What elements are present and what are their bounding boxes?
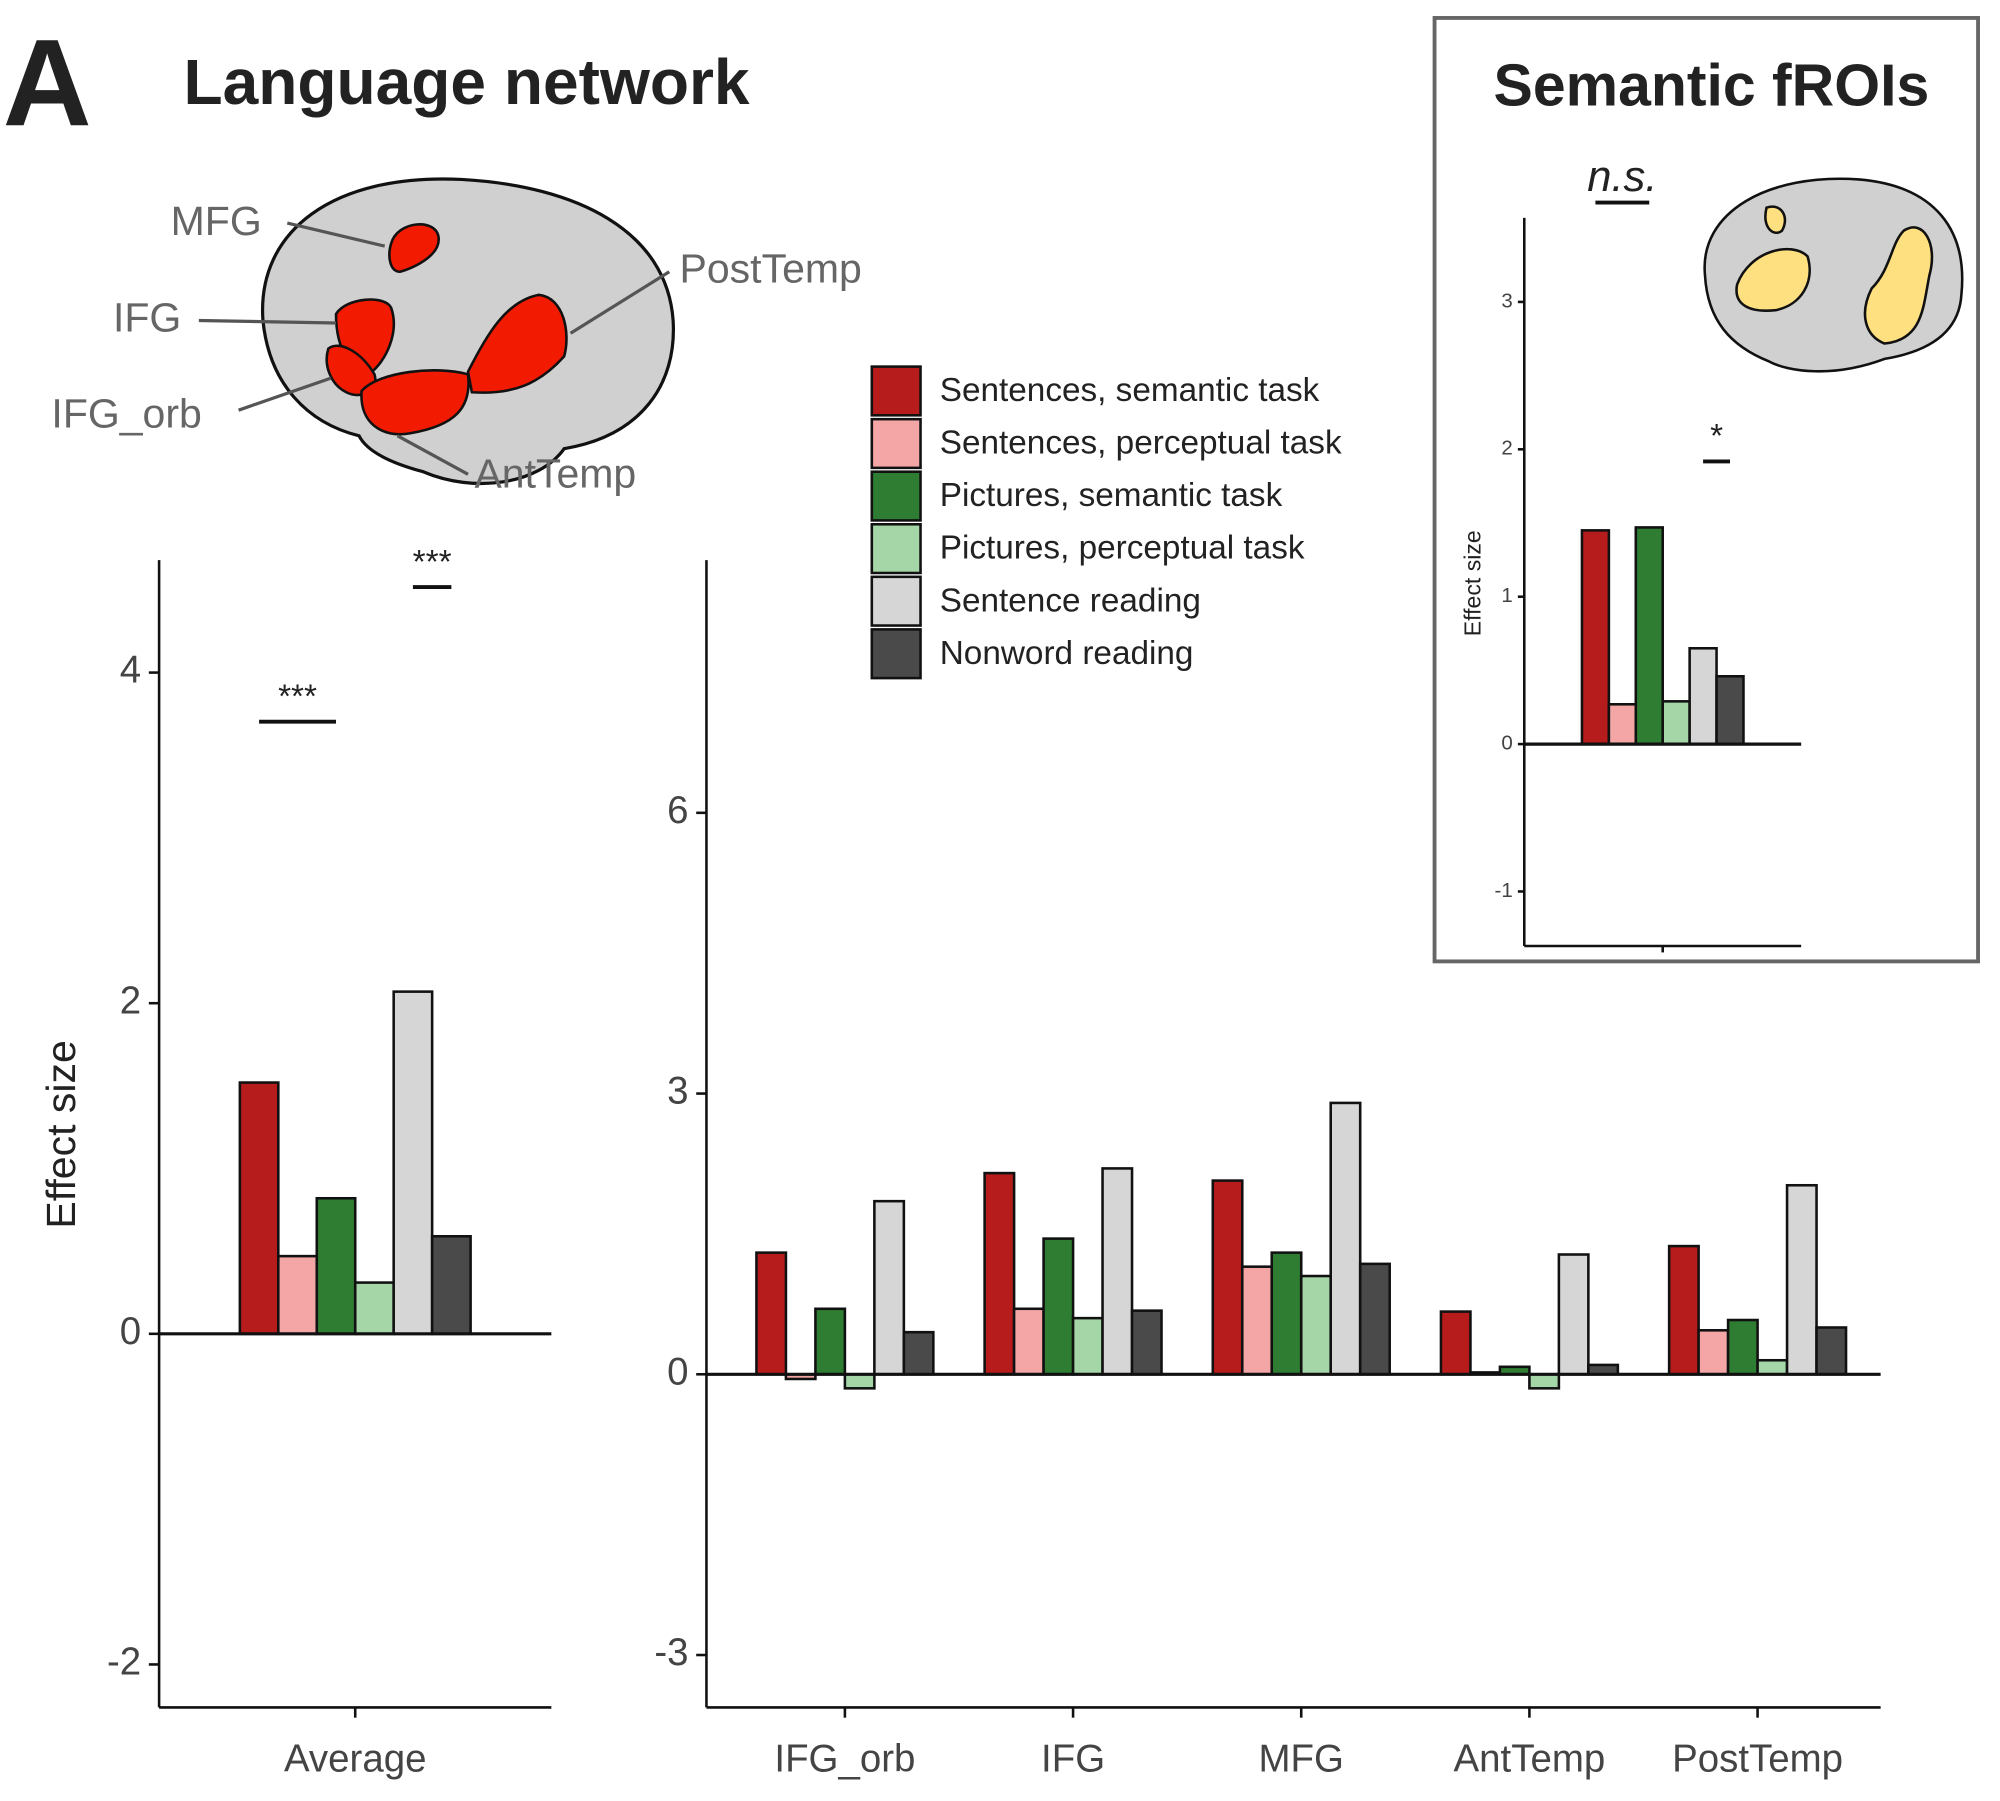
y-tick-label: -3 <box>654 1631 688 1674</box>
legend-label: Sentence reading <box>940 582 1201 619</box>
brain-sem <box>1703 177 1964 373</box>
bar <box>1661 700 1691 746</box>
bar <box>1697 1329 1730 1376</box>
bar <box>1211 1179 1244 1376</box>
bar <box>1756 1358 1789 1376</box>
significance-label: *** <box>278 678 317 715</box>
legend-swatch <box>870 522 922 575</box>
bar <box>392 990 434 1336</box>
bar <box>1071 1316 1104 1376</box>
bar <box>814 1307 847 1376</box>
y-tick-label: 0 <box>667 1350 688 1393</box>
bar <box>983 1171 1016 1376</box>
panel-label: A <box>3 15 92 152</box>
y-tick-label: 2 <box>1501 437 1512 460</box>
y-tick-label: -1 <box>1495 879 1513 902</box>
bar <box>1358 1262 1391 1376</box>
bar <box>1667 1244 1700 1376</box>
legend-swatch <box>870 365 922 417</box>
bar <box>1240 1265 1274 1376</box>
title: Language network <box>183 46 749 118</box>
brain-label: IFG_orb <box>51 390 201 436</box>
legend-label: Pictures, perceptual task <box>940 530 1305 567</box>
bar <box>1329 1101 1362 1376</box>
y-tick-label: 0 <box>120 1310 141 1353</box>
bar <box>1726 1318 1759 1376</box>
y-tick-label: 3 <box>1501 289 1512 312</box>
bar <box>277 1254 319 1336</box>
inset-title: Semantic fROIs <box>1494 53 1930 118</box>
significance-label: *** <box>413 544 452 581</box>
x-tick-label: IFG <box>1041 1737 1105 1780</box>
legend-label: Sentences, perceptual task <box>940 425 1342 462</box>
y-tick-label: 3 <box>667 1070 688 1113</box>
bar <box>238 1081 280 1336</box>
brain-label: IFG <box>113 294 181 340</box>
bar <box>1270 1251 1303 1376</box>
y-axis-label: Effect size <box>38 1040 84 1228</box>
y-tick-label: 2 <box>120 979 141 1022</box>
bar <box>1130 1309 1163 1376</box>
bar <box>1528 1373 1561 1390</box>
y-tick-label: 6 <box>667 789 688 832</box>
y-tick-label: 1 <box>1501 584 1512 607</box>
bar <box>315 1196 357 1336</box>
bar <box>353 1281 395 1336</box>
bar <box>1785 1183 1818 1376</box>
legend-label: Pictures, semantic task <box>940 477 1283 514</box>
bar <box>1012 1307 1045 1376</box>
x-tick-label: Average <box>284 1737 426 1780</box>
bar <box>430 1235 472 1336</box>
bar <box>1557 1253 1590 1376</box>
y-tick-label: 0 <box>1501 732 1512 755</box>
brain-lang <box>198 177 675 486</box>
x-tick-label: IFG_orb <box>774 1737 915 1780</box>
bar <box>843 1373 876 1390</box>
x-tick-label: PostTemp <box>1672 1737 1843 1780</box>
bar <box>902 1330 935 1376</box>
brain-label: AntTemp <box>474 451 636 497</box>
significance-label: n.s. <box>1587 153 1657 201</box>
legend-swatch <box>870 417 922 470</box>
bar <box>1580 529 1611 746</box>
legend-swatch <box>870 470 922 522</box>
bar <box>755 1251 788 1376</box>
bar <box>1715 675 1745 746</box>
x-tick-label: AntTemp <box>1454 1737 1606 1780</box>
bar <box>1607 703 1638 746</box>
legend-label: Sentences, semantic task <box>940 372 1320 409</box>
bar <box>1299 1274 1332 1376</box>
bar <box>1634 526 1664 746</box>
x-tick-label: MFG <box>1259 1737 1344 1780</box>
brain-label: MFG <box>171 198 262 244</box>
bar <box>873 1199 906 1376</box>
bar <box>1688 647 1718 746</box>
bar <box>1042 1237 1075 1376</box>
legend-label: Nonword reading <box>940 635 1194 672</box>
significance-label: * <box>1710 418 1723 455</box>
legend-swatch <box>870 575 922 627</box>
y-tick-label: -2 <box>107 1641 141 1684</box>
legend-swatch <box>870 628 922 680</box>
bar <box>1439 1310 1472 1376</box>
bar <box>1101 1167 1134 1376</box>
y-axis-label: Effect size <box>1459 530 1485 636</box>
inset-frame <box>1432 16 1980 964</box>
brain-label: PostTemp <box>680 246 862 292</box>
bar <box>1815 1326 1848 1376</box>
y-tick-label: 4 <box>120 649 141 692</box>
